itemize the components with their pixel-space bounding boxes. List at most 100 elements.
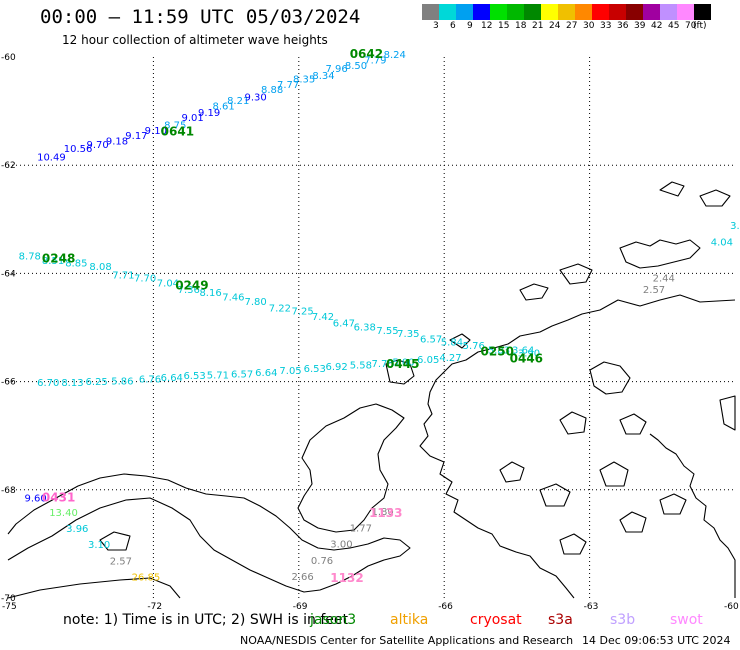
wave-height-value: 7.25 — [292, 307, 314, 318]
coastline-segment — [599, 461, 629, 487]
wave-height-value: 8.85 — [65, 258, 87, 269]
wave-height-value: 7.80 — [245, 297, 267, 308]
credit-line: NOAA/NESDIS Center for Satellite Applica… — [240, 634, 574, 647]
coastline-segment — [539, 483, 571, 507]
legend-label: 39 — [634, 21, 646, 31]
wave-height-value: 9.60 — [24, 494, 46, 505]
wave-height-value: 2.57 — [643, 285, 665, 296]
wave-height-value: 9.30 — [245, 92, 267, 103]
coastline-segment — [659, 181, 685, 197]
wave-height-value: 8.51 — [42, 256, 64, 267]
wave-height-value: 6.53 — [183, 371, 205, 382]
legend-label: 6 — [450, 21, 456, 31]
coastline-segment — [659, 493, 687, 515]
wave-height-value: 6.05 — [417, 355, 439, 366]
wave-height-value: 4.27 — [439, 353, 461, 364]
wave-height-value: 6.70 — [37, 378, 59, 389]
legend-swatch — [694, 4, 711, 20]
wave-height-value: 6.25 — [86, 377, 108, 388]
axis-labels: -60 -62 -64 -66 -68 -70-75 -72 -69 -66 -63 -60 — [1, 53, 739, 612]
wave-height-value: 7.55 — [376, 326, 398, 337]
map-subtitle: 12 hour collection of altimeter wave hei… — [62, 33, 328, 47]
wave-height-value: 5.58 — [350, 361, 372, 372]
legend-swatch — [422, 4, 439, 20]
wave-height-value: 7.79 — [364, 55, 386, 66]
legend-label: 3 — [433, 21, 439, 31]
wave-height-value: 9.18 — [106, 137, 128, 148]
wave-height-value: 7.04 — [157, 278, 179, 289]
legend-label: 21 — [532, 21, 544, 31]
mission-swot: swot — [670, 612, 703, 628]
wave-height-value: 10.56 — [64, 144, 93, 155]
legend-swatch — [643, 4, 660, 20]
wave-height-value: 8.21 — [227, 96, 249, 107]
wave-height-value: 7.05 — [279, 366, 301, 377]
legend-swatch — [626, 4, 643, 20]
wave-height-value: 0.76 — [311, 556, 333, 567]
wave-height-value: 6.57 — [231, 369, 253, 380]
wave-height-value: 8.34 — [312, 71, 334, 82]
wave-height-value: 1.77 — [350, 523, 372, 534]
coastline-segment — [619, 239, 701, 269]
wave-height-value: 9.17 — [125, 131, 147, 142]
legend-label: 24 — [549, 21, 561, 31]
wave-height-value: 8.35 — [293, 74, 315, 85]
wave-height-value: 3.64 — [512, 345, 534, 356]
wave-height-value: 5.83 — [488, 345, 510, 356]
legend-swatch — [660, 4, 677, 20]
wave-height-value: 5.00 — [392, 357, 414, 368]
legend-label: 9 — [467, 21, 473, 31]
coastline-segment — [559, 533, 587, 555]
wave-height-value: 7.77 — [277, 80, 299, 91]
longitude-label: -75 — [2, 602, 17, 612]
legend-label: 15 — [498, 21, 510, 31]
legend-swatch — [677, 4, 694, 20]
legend-unit: (ft) — [693, 21, 707, 31]
wave-height-value: 7.42 — [312, 312, 334, 323]
latitude-label: -62 — [1, 161, 16, 171]
pass-time-label: 0249 — [175, 279, 208, 293]
legend-label: 30 — [583, 21, 595, 31]
pass-time-label: 1133 — [369, 506, 402, 520]
wave-height-value: 8.08 — [89, 262, 111, 273]
wave-height-value: 3.00 — [330, 540, 352, 551]
wave-height-value: 1.80 — [372, 507, 394, 518]
coastline-segment — [559, 263, 593, 285]
legend-swatch — [473, 4, 490, 20]
coastline-segment — [449, 333, 471, 349]
wave-height-value: 6.76 — [139, 375, 161, 386]
wave-height-value: 8.16 — [199, 288, 221, 299]
wave-height-value: 10.49 — [37, 152, 66, 163]
mission-cryosat: cryosat — [470, 612, 522, 628]
legend-label: 12 — [481, 21, 493, 31]
mission-altika: altika — [390, 612, 429, 628]
pass-time-label: 0250 — [481, 345, 514, 359]
wave-height-value: 9.70 — [87, 140, 109, 151]
legend-swatch — [439, 4, 456, 20]
wave-height-value: 7.35 — [397, 329, 419, 340]
wave-height-value: 6.64 — [161, 373, 183, 384]
wave-height-value: 8.61 — [213, 101, 235, 112]
coastline-segment — [559, 411, 587, 435]
wave-height-value: 7.46 — [222, 292, 244, 303]
wave-height-value: 7.36 — [178, 285, 200, 296]
pass-time-label: 0431 — [42, 491, 75, 505]
wave-height-value: 9.10 — [145, 126, 167, 137]
pass-time-label: 0445 — [386, 357, 419, 371]
longitude-label: -60 — [724, 602, 739, 612]
pass-time-label: 0248 — [42, 252, 75, 266]
coastline-segment — [419, 294, 736, 599]
legend-swatch — [609, 4, 626, 20]
pass-time-label: 0641 — [161, 124, 194, 138]
latitude-label: -66 — [1, 378, 16, 388]
longitude-label: -69 — [293, 602, 308, 612]
latitude-label: -68 — [1, 486, 16, 496]
wave-height-value: 5.76 — [463, 341, 485, 352]
pass-time-label: 0642 — [350, 47, 383, 61]
legend-label: 18 — [515, 21, 527, 31]
wave-height-value: 6.57 — [420, 335, 442, 346]
coastline-segment — [99, 531, 131, 551]
mission-s3a: s3a — [548, 612, 573, 628]
wave-height-value: 6.64 — [255, 368, 277, 379]
